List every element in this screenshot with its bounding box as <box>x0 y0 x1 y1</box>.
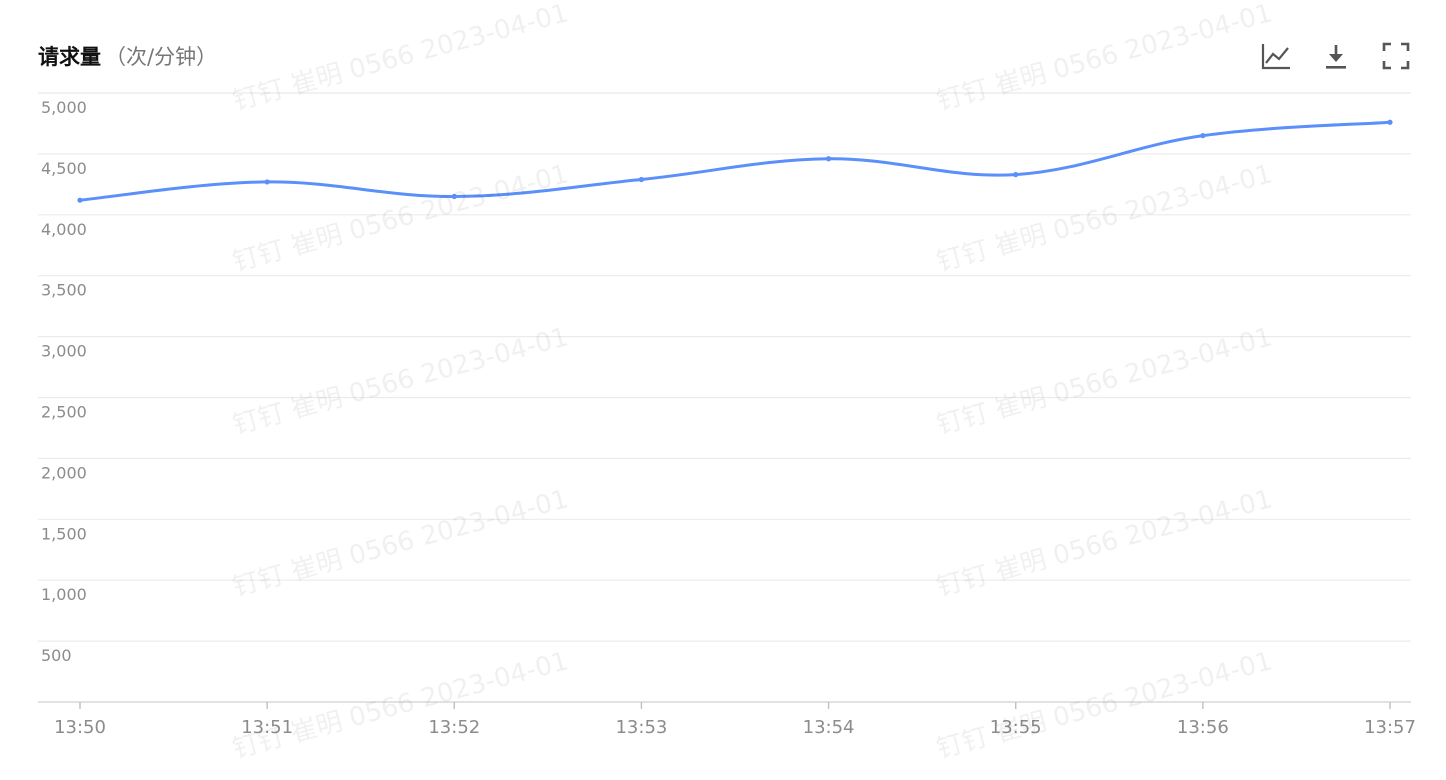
y-tick-label: 500 <box>41 646 72 665</box>
download-icon[interactable] <box>1320 40 1352 72</box>
x-tick-label: 13:52 <box>428 717 480 738</box>
fullscreen-icon[interactable] <box>1380 40 1412 72</box>
y-tick-label: 4,500 <box>41 159 87 178</box>
y-axis: 500 1,000 1,500 2,000 2,500 3,000 3,500 4,000 4,… <box>41 98 87 665</box>
y-tick-label: 2,000 <box>41 463 87 482</box>
x-tick-label: 13:55 <box>990 717 1042 738</box>
line-chart-icon[interactable] <box>1260 40 1292 72</box>
data-point[interactable] <box>1387 119 1393 125</box>
data-point[interactable] <box>1013 172 1019 178</box>
x-tick-label: 13:53 <box>615 717 667 738</box>
data-point[interactable] <box>1200 133 1206 139</box>
x-tick-label: 13:57 <box>1364 717 1416 738</box>
y-tick-label: 3,000 <box>41 342 87 361</box>
data-point[interactable] <box>825 156 832 162</box>
x-tick-label: 13:56 <box>1177 717 1229 738</box>
data-point[interactable] <box>451 193 457 200</box>
x-axis: 13:50 13:51 13:52 13:53 13:54 13:55 13:56 13:57 <box>38 701 1416 738</box>
y-tick-label: 4,000 <box>41 220 87 239</box>
chart-title: 请求量 <box>38 45 101 69</box>
chart-toolbar <box>1260 38 1412 74</box>
chart-unit: （次/分钟） <box>105 45 218 69</box>
series-layer <box>77 119 1393 203</box>
grid-lines <box>38 92 1411 642</box>
x-tick-label: 13:51 <box>241 717 293 738</box>
data-point[interactable] <box>638 176 645 183</box>
chart-header: 请求量 （次/分钟） <box>38 38 217 74</box>
y-tick-label: 1,000 <box>41 585 87 604</box>
series-line <box>78 120 1392 202</box>
y-tick-label: 1,500 <box>41 524 87 543</box>
y-tick-label: 2,500 <box>41 403 87 422</box>
x-tick-label: 13:50 <box>54 717 106 738</box>
data-point[interactable] <box>264 179 270 185</box>
x-tick-label: 13:54 <box>803 717 855 738</box>
y-tick-label: 5,000 <box>41 98 87 117</box>
y-tick-label: 3,500 <box>41 281 87 300</box>
data-point[interactable] <box>77 197 83 203</box>
